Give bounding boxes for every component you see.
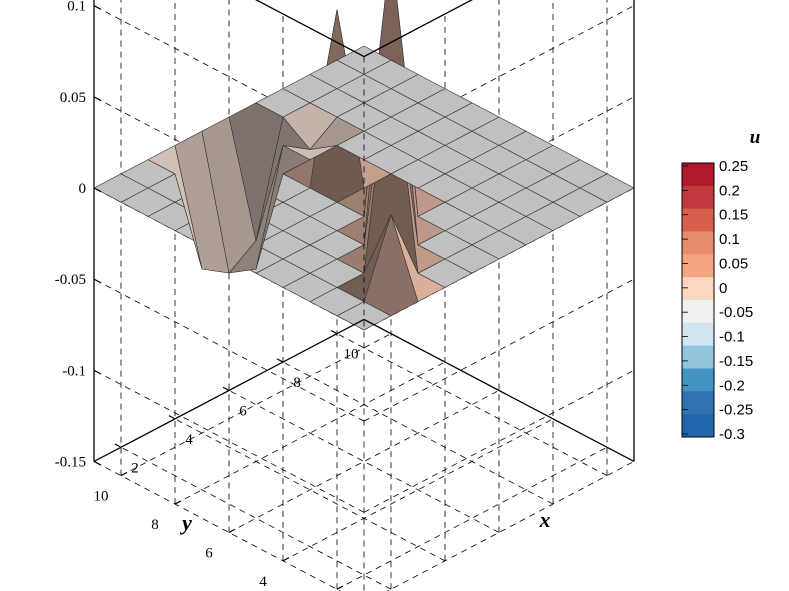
z-tick-label: -0.05 bbox=[55, 272, 86, 288]
colorbar-tick-label: -0.25 bbox=[719, 402, 753, 419]
z-tick-label: -0.15 bbox=[55, 454, 86, 470]
wall-grid-line bbox=[93, 5, 365, 149]
wall-grid-line bbox=[93, 278, 365, 422]
x-axis-title: x bbox=[539, 507, 551, 532]
wall-grid-line bbox=[93, 96, 365, 240]
y-tick-label: 8 bbox=[151, 517, 159, 533]
floor-grid-line bbox=[120, 446, 392, 590]
colorbar-tick-label: 0.05 bbox=[719, 255, 748, 272]
wall-grid-line bbox=[363, 278, 635, 422]
z-tick-label: -0.1 bbox=[62, 363, 86, 379]
z-tick-mark bbox=[93, 96, 102, 102]
surface-mesh bbox=[93, 0, 635, 331]
floor-grid-line bbox=[336, 333, 608, 477]
colorbar-swatch bbox=[682, 277, 714, 301]
colorbar-swatch bbox=[682, 322, 714, 346]
colorbar-tick-label: -0.2 bbox=[719, 377, 745, 394]
floor-plane bbox=[120, 333, 608, 590]
colorbar-swatch bbox=[682, 208, 714, 232]
z-tick-mark bbox=[93, 278, 102, 284]
x-tick-mark bbox=[168, 415, 176, 420]
floor-grid-line bbox=[282, 418, 554, 562]
wall-grid-line bbox=[93, 369, 365, 513]
x-tick-label: 4 bbox=[185, 432, 193, 448]
floor-grid-line bbox=[336, 446, 608, 590]
colorbar-tick-label: -0.1 bbox=[719, 329, 745, 346]
y-tick-mark bbox=[174, 500, 182, 505]
colorbar-tick-label: 0.15 bbox=[719, 207, 748, 224]
colorbar-tick-label: 0 bbox=[719, 280, 727, 297]
colorbar-tick-label: -0.05 bbox=[719, 304, 753, 321]
wall-grid-line bbox=[363, 96, 635, 240]
colorbar-tick-label: 0.2 bbox=[719, 182, 740, 199]
colorbar-swatch bbox=[682, 414, 714, 438]
z-tick-label: 0 bbox=[79, 181, 87, 197]
colorbar-swatch bbox=[682, 254, 714, 278]
floor-grid-line bbox=[228, 390, 500, 533]
floor-grid-line bbox=[282, 361, 554, 505]
colorbar-frame bbox=[681, 162, 715, 438]
box-edge bbox=[363, 318, 635, 463]
z-tick-mark bbox=[93, 187, 102, 193]
z-tick-label: 0.05 bbox=[60, 90, 86, 106]
x-tick-label: 2 bbox=[131, 460, 139, 476]
x-tick-label: 8 bbox=[293, 375, 301, 391]
y-tick-mark bbox=[336, 585, 344, 590]
box-edge bbox=[363, 0, 473, 58]
x-tick-mark bbox=[114, 443, 122, 448]
wall-grid-line bbox=[363, 369, 635, 513]
floor-grid-line bbox=[174, 418, 446, 562]
z-tick-mark bbox=[93, 460, 102, 466]
box-edge bbox=[255, 0, 365, 58]
x-axis: x 2 4 6 8 10 bbox=[114, 329, 551, 532]
y-axis-title: y bbox=[179, 510, 192, 535]
x-tick-mark bbox=[276, 358, 284, 363]
colorbar-swatch bbox=[682, 391, 714, 415]
colorbar-swatch bbox=[682, 345, 714, 369]
colorbar-swatch bbox=[682, 368, 714, 392]
y-tick-label: 10 bbox=[94, 489, 109, 505]
x-tick-mark bbox=[330, 329, 338, 335]
colorbar-swatch bbox=[682, 163, 714, 187]
x-tick-label: 6 bbox=[239, 403, 247, 419]
floor-grid-line bbox=[174, 361, 446, 505]
wall-grid-line bbox=[93, 461, 342, 591]
y-tick-mark bbox=[282, 557, 290, 562]
floor-grid-line bbox=[120, 333, 392, 477]
y-tick-label: 6 bbox=[205, 545, 213, 561]
floor-grid-line bbox=[228, 390, 500, 533]
colorbar-tick-label: 0.1 bbox=[719, 231, 740, 248]
wall-grid-line bbox=[363, 5, 635, 149]
wall-grid-line bbox=[386, 461, 635, 591]
colorbar-tick-label: -0.15 bbox=[719, 353, 753, 370]
z-tick-mark bbox=[93, 369, 102, 375]
y-tick-label: 4 bbox=[259, 574, 267, 590]
colorbar-swatch bbox=[682, 185, 714, 209]
colorbar-tick-label: -0.3 bbox=[719, 426, 745, 443]
colorbar-title: u bbox=[750, 127, 761, 148]
z-tick-mark bbox=[93, 5, 102, 10]
colorbar-swatch bbox=[682, 300, 714, 324]
colorbar-tick-label: 0.25 bbox=[719, 158, 748, 175]
x-tick-label: 10 bbox=[344, 347, 359, 363]
colorbar-swatch bbox=[682, 231, 714, 255]
y-tick-mark bbox=[228, 528, 236, 533]
x-tick-mark bbox=[222, 386, 230, 391]
colorbar: u 0.25 0.2 0.15 0.1 0.05 0 -0.05 -0.1 -0.15 -0.2 -… bbox=[681, 127, 761, 443]
y-tick-mark bbox=[120, 471, 128, 477]
z-tick-label: 0.1 bbox=[67, 0, 86, 15]
